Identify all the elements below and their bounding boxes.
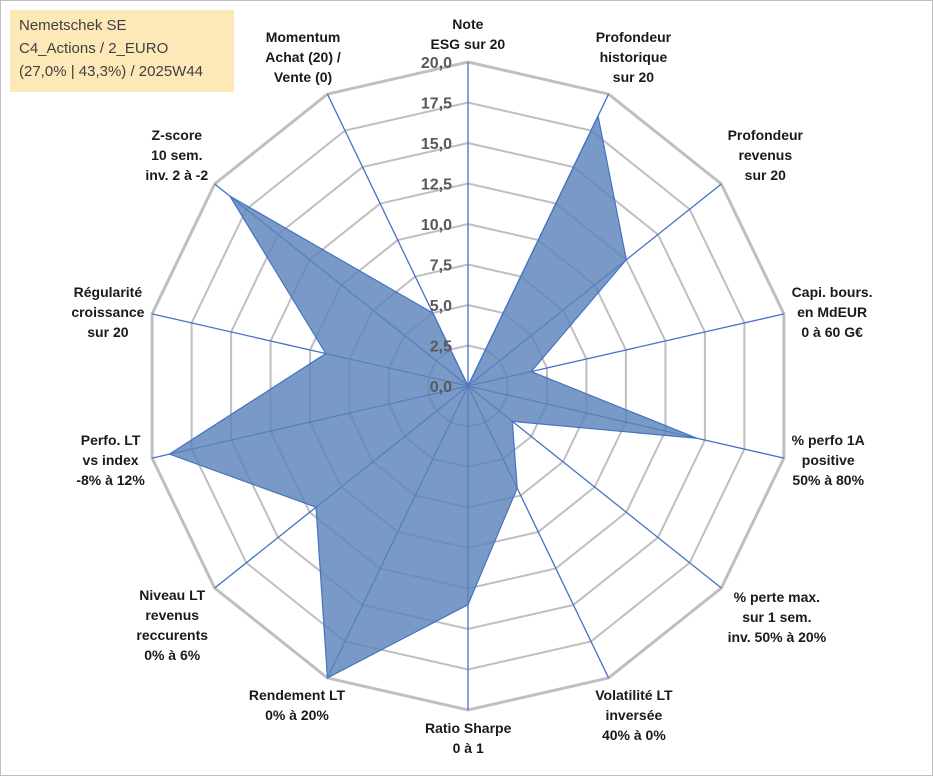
axis-label-line: revenus bbox=[136, 605, 208, 625]
axis-label-line: Profondeur bbox=[596, 27, 671, 47]
tick-label: 10,0 bbox=[421, 217, 452, 234]
tick-label: 20,0 bbox=[421, 55, 452, 72]
tick-label: 0,0 bbox=[430, 379, 452, 396]
axis-label-line: Profondeur bbox=[728, 125, 803, 145]
axis-label-line: revenus bbox=[728, 145, 803, 165]
axis-label-line: croissance bbox=[71, 302, 144, 322]
axis-label-line: 50% à 80% bbox=[792, 470, 865, 490]
tick-label: 17,5 bbox=[421, 96, 452, 113]
axis-label-line: 40% à 0% bbox=[595, 725, 672, 745]
axis-label-line: en MdEUR bbox=[792, 302, 873, 322]
axis-label-line: Volatilité LT bbox=[595, 685, 672, 705]
axis-label-line: % perfo 1A bbox=[792, 430, 865, 450]
axis-label-line: sur 1 sem. bbox=[728, 607, 827, 627]
axis-label-line: positive bbox=[792, 450, 865, 470]
tick-label: 5,0 bbox=[430, 298, 452, 315]
axis-label-line: sur 20 bbox=[596, 67, 671, 87]
axis-label-line: Momentum bbox=[265, 27, 340, 47]
axis-label-line: Niveau LT bbox=[136, 585, 208, 605]
axis-label-line: Ratio Sharpe bbox=[425, 718, 511, 738]
tick-label: 7,5 bbox=[430, 258, 452, 275]
axis-label-line: -8% à 12% bbox=[76, 470, 144, 490]
axis-label-line: 0% à 20% bbox=[249, 705, 345, 725]
axis-label-line: historique bbox=[596, 47, 671, 67]
axis-label-line: inversée bbox=[595, 705, 672, 725]
tick-label: 12,5 bbox=[421, 177, 452, 194]
axis-label-line: inv. 50% à 20% bbox=[728, 627, 827, 647]
axis-label-line: Vente (0) bbox=[265, 67, 340, 87]
axis-label-line: Capi. bours. bbox=[792, 282, 873, 302]
axis-label-line: Régularité bbox=[71, 282, 144, 302]
tick-label: 2,5 bbox=[430, 339, 452, 356]
axis-label-line: vs index bbox=[76, 450, 144, 470]
axis-label-line: ESG sur 20 bbox=[431, 34, 506, 54]
axis-label-line: Z-score bbox=[145, 125, 208, 145]
axis-label-line: Perfo. LT bbox=[76, 430, 144, 450]
axis-label-line: sur 20 bbox=[71, 322, 144, 342]
axis-label-line: 0 à 1 bbox=[425, 738, 511, 758]
axis-label-line: Note bbox=[431, 14, 506, 34]
axis-label-line: Rendement LT bbox=[249, 685, 345, 705]
axis-label: % perte max.sur 1 sem.inv. 50% à 20% bbox=[728, 587, 827, 647]
axis-label-line: 0% à 6% bbox=[136, 645, 208, 665]
tick-label: 15,0 bbox=[421, 136, 452, 153]
axis-label-line: 10 sem. bbox=[145, 145, 208, 165]
data-area bbox=[169, 116, 697, 678]
axis-label-line: Achat (20) / bbox=[265, 47, 340, 67]
axis-label-line: inv. 2 à -2 bbox=[145, 165, 208, 185]
axis-label-line: % perte max. bbox=[728, 587, 827, 607]
axis-label-line: sur 20 bbox=[728, 165, 803, 185]
axis-label-line: reccurents bbox=[136, 625, 208, 645]
axis-label-line: 0 à 60 G€ bbox=[792, 322, 873, 342]
